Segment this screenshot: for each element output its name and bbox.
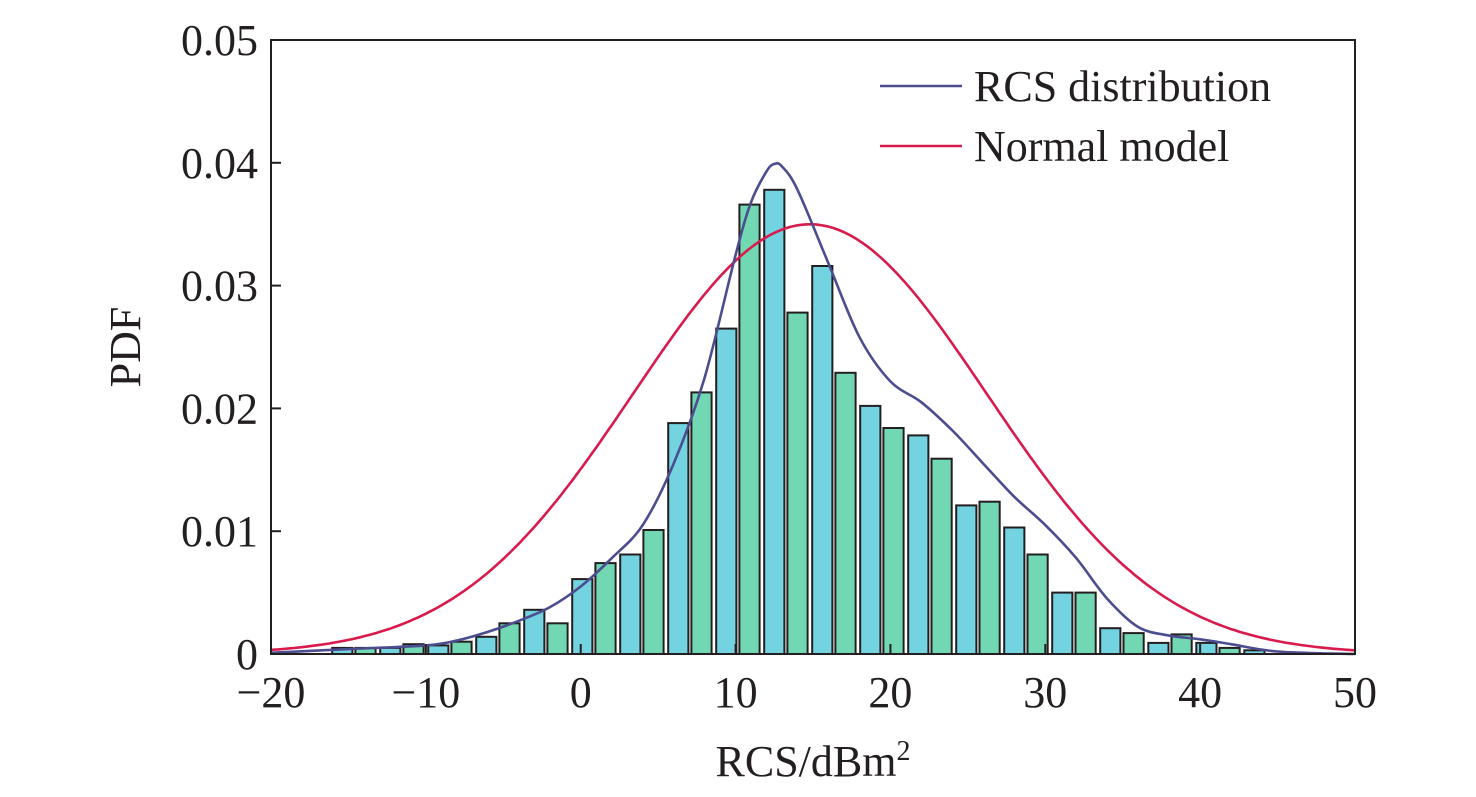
histogram-bar — [882, 427, 905, 655]
x-tick-label: 10 — [714, 668, 758, 717]
legend-label-normal-model: Normal model — [974, 122, 1229, 171]
x-tick-label: 30 — [1023, 668, 1067, 717]
y-tick-label: 0.01 — [181, 507, 258, 556]
plot-frame — [270, 39, 1356, 655]
x-tick-label: −20 — [237, 668, 306, 717]
histogram-bar — [1147, 641, 1170, 656]
histogram-bar — [1074, 591, 1097, 655]
histogram-bar — [763, 188, 786, 656]
histogram-bar — [738, 203, 761, 655]
histogram-bar — [427, 644, 450, 656]
legend: RCS distribution Normal model — [880, 62, 1271, 171]
y-tick-label: 0.03 — [181, 262, 258, 311]
histogram-bar — [1051, 591, 1074, 655]
histogram-bars — [331, 188, 1266, 656]
y-axis-title: PDF — [101, 307, 150, 388]
axis-ticks — [270, 39, 1356, 655]
histogram-bar — [546, 622, 569, 655]
histogram-bar — [955, 504, 978, 655]
legend-label-rcs-distribution: RCS distribution — [974, 62, 1271, 111]
x-tick-label: 50 — [1333, 668, 1377, 717]
y-tick-label: 0.05 — [181, 16, 258, 65]
histogram-bar — [930, 457, 953, 656]
histogram-bar — [667, 422, 690, 655]
histogram-bar — [594, 562, 617, 655]
tick-labels: −20 −10 0 10 20 30 40 50 0 0.01 0.02 0.03 0.04 0.05 — [181, 16, 1377, 717]
y-tick-label: 0 — [236, 630, 258, 679]
histogram-bar — [619, 553, 642, 655]
series-line-rcs-distribution — [270, 162, 1356, 656]
y-tick-label: 0.04 — [181, 139, 258, 188]
histogram-bar — [786, 311, 809, 655]
histogram-bar — [690, 391, 713, 655]
x-tick-label: 20 — [868, 668, 912, 717]
histogram-bar — [1099, 627, 1122, 656]
histogram-bar — [907, 434, 930, 655]
x-tick-label: −10 — [391, 668, 460, 717]
x-tick-label: 40 — [1178, 668, 1222, 717]
histogram-bar — [1026, 553, 1049, 655]
x-tick-label: 0 — [570, 668, 592, 717]
x-axis-title: RCS/dBm2 — [716, 736, 911, 786]
histogram-bar — [1003, 526, 1026, 655]
histogram-bar — [642, 529, 665, 655]
histogram-bar — [834, 371, 857, 655]
histogram-bar — [978, 500, 1001, 656]
histogram-bar — [859, 404, 882, 655]
histogram-bar — [715, 327, 738, 655]
histogram-bar — [811, 265, 834, 655]
histogram-bar — [475, 635, 498, 655]
y-tick-label: 0.02 — [181, 384, 258, 433]
histogram-bar — [1122, 632, 1145, 655]
histogram-bar — [450, 640, 473, 656]
